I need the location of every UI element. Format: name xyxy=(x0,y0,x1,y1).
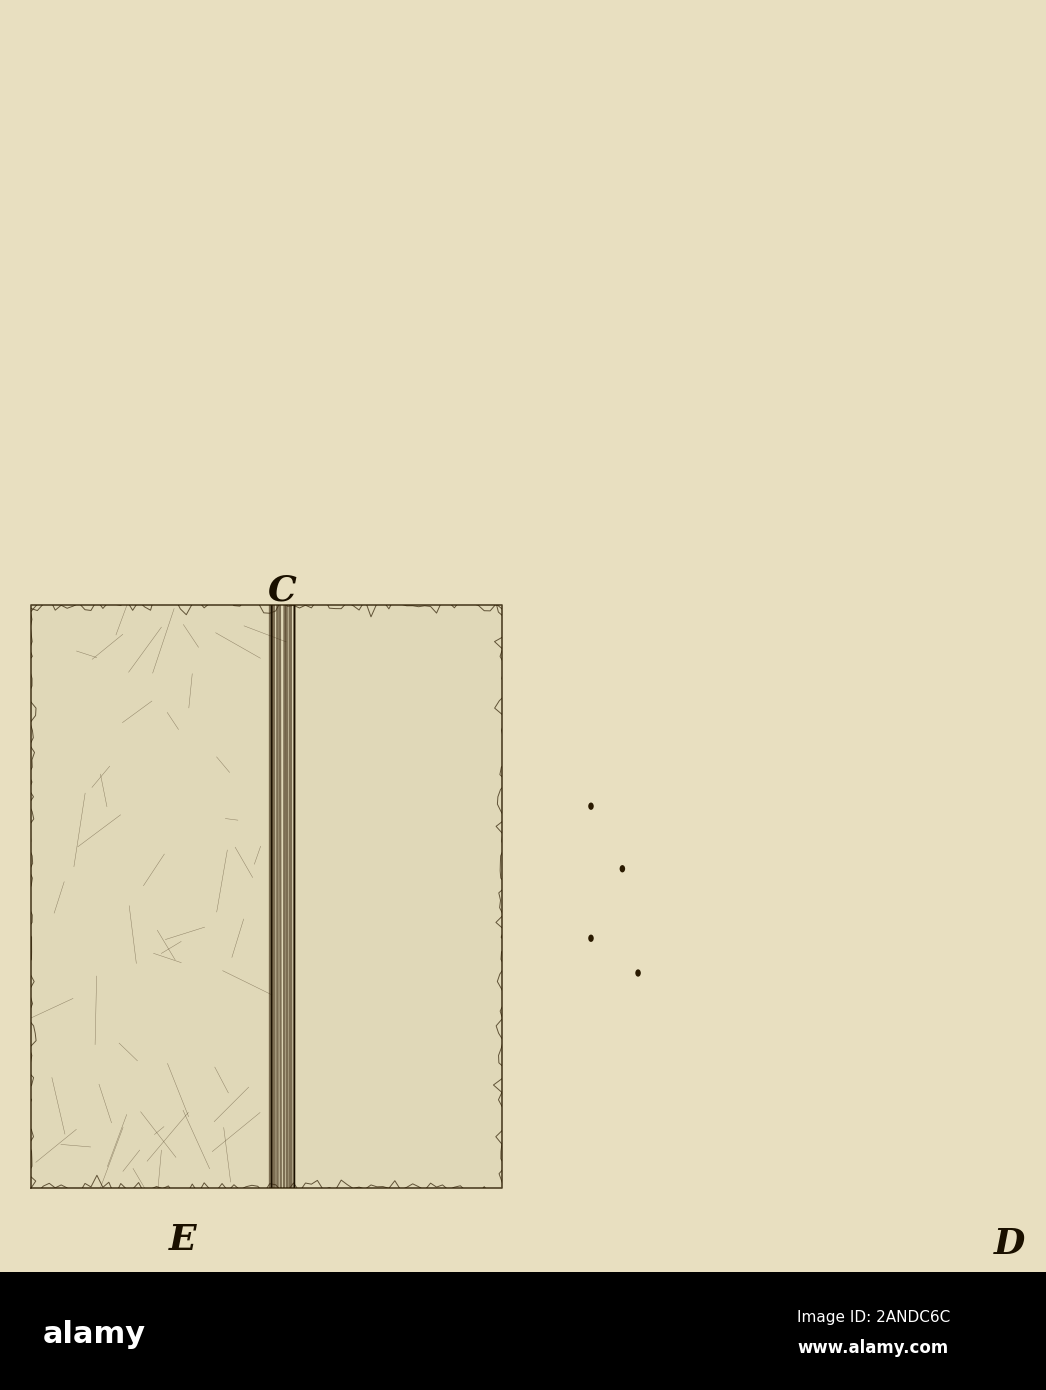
Circle shape xyxy=(624,955,652,991)
Ellipse shape xyxy=(439,373,445,385)
Ellipse shape xyxy=(304,279,306,288)
Text: D: D xyxy=(994,1227,1025,1261)
Ellipse shape xyxy=(298,281,303,292)
Circle shape xyxy=(568,776,614,837)
Ellipse shape xyxy=(163,293,168,304)
Ellipse shape xyxy=(31,428,514,505)
Circle shape xyxy=(577,788,605,824)
Ellipse shape xyxy=(325,259,331,270)
Ellipse shape xyxy=(77,275,83,289)
Ellipse shape xyxy=(318,260,323,271)
Ellipse shape xyxy=(416,110,422,124)
Text: www.alamy.com: www.alamy.com xyxy=(798,1340,949,1357)
Ellipse shape xyxy=(288,110,293,121)
Ellipse shape xyxy=(361,164,366,179)
Ellipse shape xyxy=(190,352,194,357)
Ellipse shape xyxy=(62,165,65,174)
Ellipse shape xyxy=(179,133,182,142)
Bar xyxy=(502,605,1046,1188)
Ellipse shape xyxy=(440,222,444,232)
Polygon shape xyxy=(790,97,968,1140)
Ellipse shape xyxy=(287,203,292,214)
Bar xyxy=(0,1188,1046,1390)
Ellipse shape xyxy=(229,234,234,247)
Ellipse shape xyxy=(194,188,197,195)
Ellipse shape xyxy=(285,378,289,391)
Ellipse shape xyxy=(331,272,336,284)
Ellipse shape xyxy=(160,313,165,324)
Text: alamy: alamy xyxy=(43,1320,145,1348)
Ellipse shape xyxy=(283,217,287,227)
Ellipse shape xyxy=(533,378,539,389)
Circle shape xyxy=(609,851,636,887)
Ellipse shape xyxy=(431,275,436,286)
Ellipse shape xyxy=(472,302,475,310)
Ellipse shape xyxy=(250,167,253,177)
Bar xyxy=(31,605,502,1188)
Ellipse shape xyxy=(54,425,497,517)
Ellipse shape xyxy=(172,240,177,252)
Ellipse shape xyxy=(428,259,433,270)
Text: Image ID: 2ANDC6C: Image ID: 2ANDC6C xyxy=(797,1311,950,1325)
Text: E: E xyxy=(169,1223,197,1257)
Ellipse shape xyxy=(33,430,524,513)
Ellipse shape xyxy=(201,373,203,379)
Ellipse shape xyxy=(491,154,494,163)
Circle shape xyxy=(619,865,626,873)
Ellipse shape xyxy=(138,213,143,224)
Bar xyxy=(0,1272,1046,1390)
Bar xyxy=(0,0,1046,605)
Ellipse shape xyxy=(429,302,432,310)
Ellipse shape xyxy=(72,328,76,338)
Circle shape xyxy=(577,920,605,956)
Circle shape xyxy=(588,802,594,810)
Circle shape xyxy=(599,838,645,899)
Circle shape xyxy=(615,942,661,1004)
Circle shape xyxy=(635,969,641,977)
Text: C: C xyxy=(268,574,297,607)
Ellipse shape xyxy=(46,284,49,291)
Ellipse shape xyxy=(479,281,484,292)
Circle shape xyxy=(588,934,594,942)
Ellipse shape xyxy=(535,220,539,232)
Circle shape xyxy=(568,908,614,969)
Ellipse shape xyxy=(146,202,152,217)
Ellipse shape xyxy=(92,234,97,245)
Ellipse shape xyxy=(302,236,308,247)
Bar xyxy=(0,605,31,1188)
Ellipse shape xyxy=(269,213,274,224)
Ellipse shape xyxy=(274,382,279,393)
